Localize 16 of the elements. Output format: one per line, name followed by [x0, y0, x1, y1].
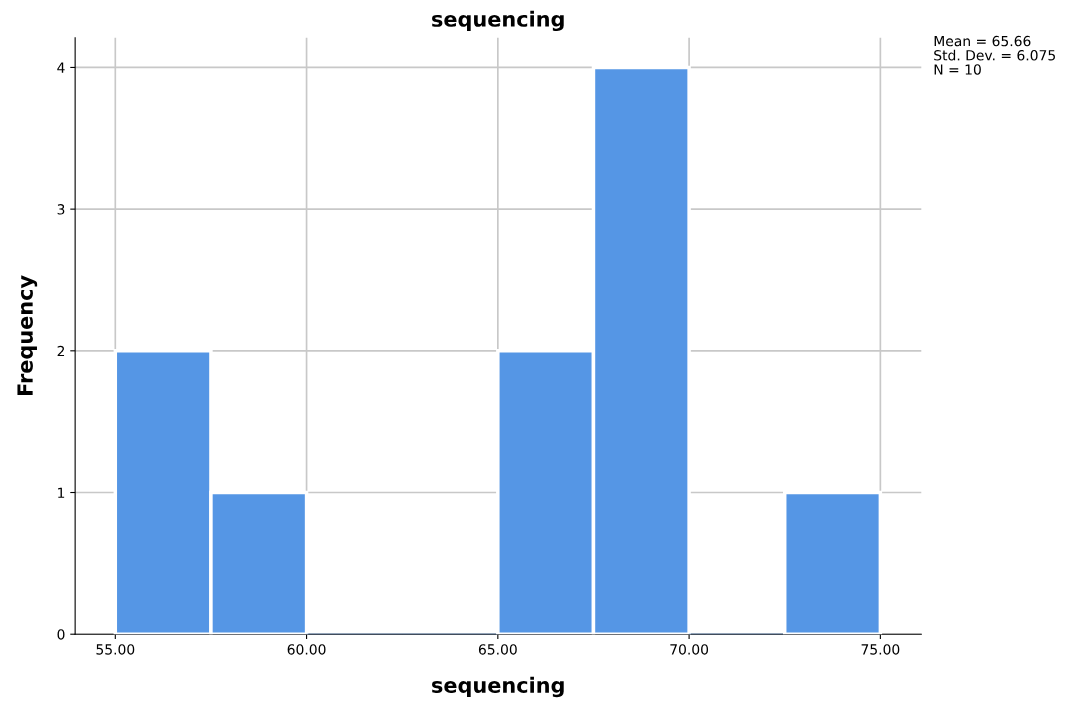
y-axis-title: Frequency [17, 275, 38, 396]
x-tick-label: 55.00 [96, 644, 135, 655]
chart-title: sequencing [432, 10, 564, 32]
x-tick-label: 65.00 [478, 644, 517, 655]
text: Std. Dev. = 6.075 [934, 49, 1055, 61]
y-tick-label: 1 [58, 487, 65, 498]
y-tick-label: 4 [57, 62, 65, 73]
x-axis-title: sequencing [432, 676, 564, 698]
text: N = 10 [934, 64, 981, 75]
x-tick-label: 60.00 [287, 644, 326, 655]
x-tick-label: 75.00 [861, 644, 900, 655]
text: Mean = 65.66 [934, 35, 1031, 47]
y-tick-label: 2 [57, 345, 65, 357]
y-tick-label: 3 [57, 204, 65, 215]
x-tick-label: 70.00 [670, 644, 709, 655]
y-tick-label: 0 [57, 629, 65, 640]
